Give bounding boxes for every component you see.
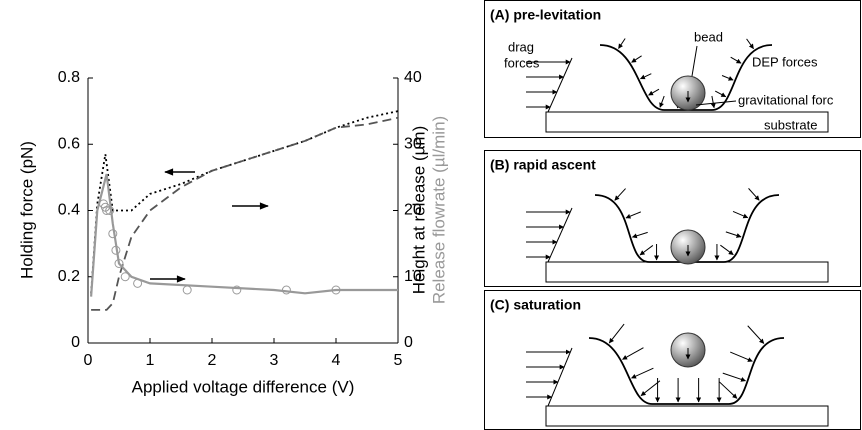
dep-arrow (640, 73, 652, 80)
diagram-label: DEP forces (752, 54, 818, 69)
wall (547, 207, 573, 263)
data-point (281, 285, 291, 295)
diagram-label: substrate (764, 117, 817, 132)
data-point (102, 206, 112, 215)
dep-arrow (608, 323, 625, 344)
leader-line (691, 45, 698, 77)
dep-arrow (732, 210, 749, 219)
x-tick-label: 2 (208, 352, 217, 369)
substrate (545, 111, 829, 133)
data-line (91, 116, 399, 311)
diagram-label: forces (504, 55, 540, 70)
y-axis-label: Holding force (pN) (17, 141, 36, 279)
y-tick-label: 0.8 (58, 69, 80, 86)
data-point (114, 259, 124, 268)
x-tick-label: 0 (84, 352, 93, 369)
y2-axis-label: Release flowrate (µl/min) (429, 116, 448, 304)
dep-arrow (747, 325, 765, 344)
diagram-label: bead (694, 29, 723, 44)
y2-tick-label: 30 (404, 135, 422, 152)
panel-title: (C) saturation (490, 297, 581, 313)
data-point (182, 285, 192, 295)
y2-axis-label: Height at release (µm) (409, 126, 428, 295)
x-tick-label: 4 (332, 352, 341, 369)
x-tick-label: 5 (394, 352, 403, 369)
dep-arrow (622, 347, 644, 360)
data-point (111, 245, 121, 255)
dep-arrow (730, 56, 742, 64)
y-tick-label: 0.2 (58, 268, 80, 285)
x-axis-label: Applied voltage difference (V) (132, 377, 355, 396)
data-point (105, 206, 115, 215)
data-line (90, 173, 398, 297)
dep-arrow (748, 188, 760, 201)
dep-arrow (722, 372, 746, 382)
y-tick-label: 0.6 (58, 135, 80, 152)
chart: Applied voltage difference (V) Holding f… (17, 69, 448, 396)
panel-title: (B) rapid ascent (490, 157, 596, 173)
dep-arrow (710, 95, 716, 109)
x-tick-label: 1 (146, 352, 155, 369)
data-line (90, 110, 399, 294)
dep-arrow (725, 231, 742, 238)
dep-arrow (714, 90, 727, 98)
leader-line (695, 100, 737, 106)
dep-arrow (746, 38, 754, 50)
dep-arrow (631, 367, 654, 379)
data-point (331, 285, 341, 295)
dep-arrow (618, 38, 626, 49)
dep-arrow (648, 88, 660, 96)
y2-tick-label: 20 (404, 202, 422, 219)
dep-arrow (631, 55, 642, 63)
y-tick-label: 0.4 (58, 202, 80, 219)
data-point (108, 229, 118, 239)
wall (547, 57, 573, 113)
dep-arrow (721, 75, 734, 81)
data-point (232, 285, 242, 295)
dep-arrow (625, 211, 641, 219)
dep-arrow (639, 245, 654, 256)
y2-tick-label: 40 (404, 69, 422, 86)
x-tick-label: 3 (270, 352, 279, 369)
dep-arrow (719, 381, 738, 399)
substrate (545, 405, 829, 427)
dep-arrow (659, 95, 665, 108)
dep-arrow (614, 188, 626, 201)
dep-arrow (720, 244, 734, 256)
data-point (133, 278, 143, 288)
diagram-panel: (B) rapid ascent (484, 150, 861, 287)
field-surface (588, 337, 785, 405)
substrate (545, 261, 829, 283)
dep-arrow (730, 351, 753, 362)
y-tick-label: 0 (71, 334, 80, 351)
data-point (120, 272, 130, 282)
panel-border (484, 0, 861, 138)
y2-tick-label: 10 (404, 268, 422, 285)
diagram-label: drag (508, 39, 534, 54)
diagram-label: gravitational forc (738, 92, 834, 107)
dep-arrow (631, 231, 648, 239)
dep-arrow (640, 380, 661, 397)
diagram-panel: (C) saturation (484, 290, 861, 430)
panel-border (484, 150, 861, 287)
panel-title: (A) pre-levitation (490, 7, 601, 23)
y2-tick-label: 0 (404, 334, 413, 351)
